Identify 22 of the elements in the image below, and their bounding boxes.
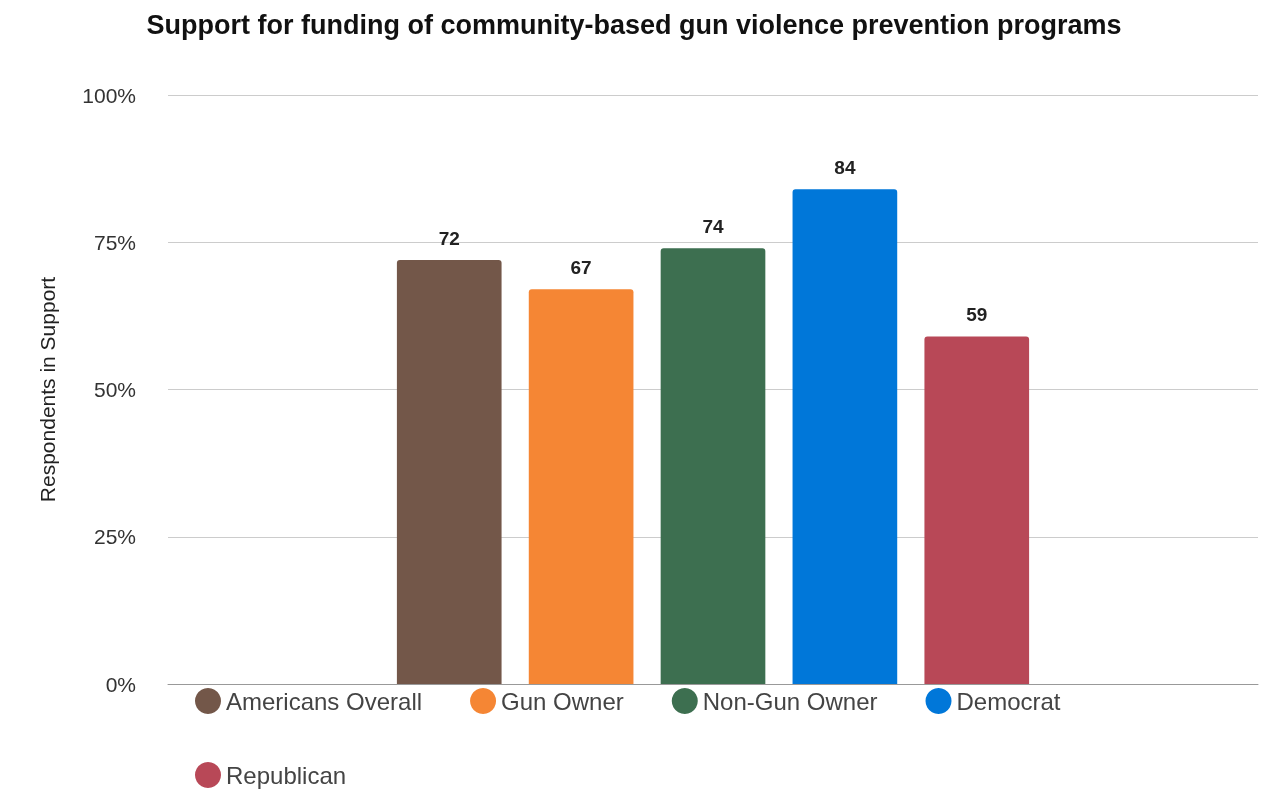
legend-label: Non-Gun Owner <box>702 687 878 715</box>
y-tick-label: 75% <box>93 230 136 254</box>
data-label: 74 <box>702 216 724 238</box>
legend-label: Gun Owner <box>501 687 624 715</box>
bar <box>396 259 502 684</box>
y-axis-title: Respondents in Support <box>36 276 59 503</box>
legend-label: Democrat <box>956 687 1061 715</box>
legend-label: Americans Overall <box>226 687 423 715</box>
y-tick-label: 50% <box>93 378 136 401</box>
y-tick-label: 100% <box>82 83 136 107</box>
data-label: 84 <box>834 157 856 179</box>
y-tick-label: 25% <box>93 525 136 549</box>
bar <box>660 248 766 684</box>
y-tick-label: 0% <box>105 672 136 696</box>
data-label: 67 <box>570 257 592 279</box>
chart-title: Support for funding of community-based gun violence prevention programs <box>146 9 1122 40</box>
data-label: 72 <box>438 227 460 249</box>
bar <box>924 336 1030 684</box>
bar <box>528 289 634 684</box>
bar <box>792 189 898 684</box>
legend-label: Republican <box>226 761 347 789</box>
data-label: 59 <box>966 304 988 326</box>
